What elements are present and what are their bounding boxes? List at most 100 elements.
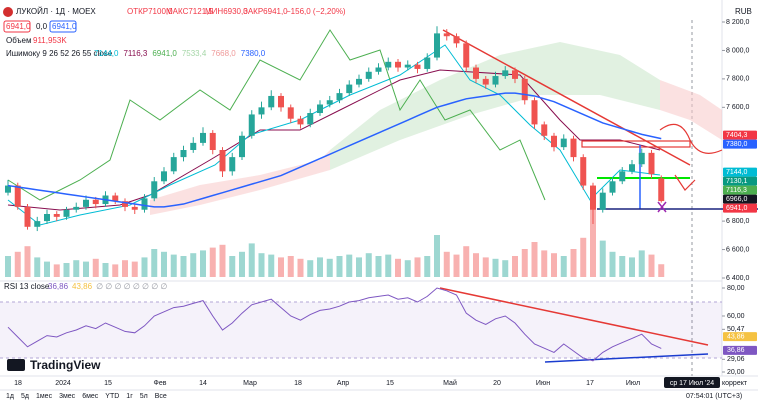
time-label: Июл (626, 380, 640, 387)
candle-body (161, 171, 167, 182)
candle-body (112, 195, 119, 202)
candle-body (63, 209, 70, 217)
candle-body (44, 214, 50, 222)
rsi-tick-label: 50,47 (727, 326, 745, 333)
volume-bar (122, 260, 128, 277)
candle-body (248, 114, 255, 136)
time-label: 18 (294, 380, 302, 387)
range-button[interactable]: 5д (21, 393, 29, 400)
candle-body (5, 185, 11, 193)
rsi-tick-label: 60,00 (727, 313, 745, 320)
ichimoku-value: 7668,0 (211, 49, 236, 58)
volume-bar (170, 254, 177, 277)
volume-bar (200, 250, 206, 277)
candle-body (629, 164, 635, 172)
volume-bar (599, 240, 606, 277)
volume-legend: Объем (6, 36, 32, 45)
ask[interactable]: 6941,0 (52, 22, 77, 31)
candle-body (551, 135, 557, 148)
volume-bar (619, 256, 626, 277)
range-button[interactable]: 6мес (82, 393, 99, 400)
time-label: Май (443, 379, 457, 387)
volume-bar (648, 254, 655, 277)
price-badge (723, 194, 757, 204)
ichimoku-value: 6941,0 (152, 49, 177, 58)
price-tick-label: 6 600,0 (726, 246, 749, 253)
volume-bar (287, 256, 294, 277)
candle-body (326, 100, 333, 105)
adjust[interactable]: коррект (722, 380, 748, 387)
candle-body (560, 138, 567, 148)
volume-bar (590, 193, 596, 277)
candle-body (453, 36, 460, 44)
ask-box[interactable] (49, 20, 77, 33)
volume-value: 911,953K (33, 36, 67, 45)
range-button[interactable]: 1г (126, 393, 133, 400)
symbol: ЛУКОЙЛ · 1Д · MOEX (16, 7, 96, 16)
resistance-box (581, 140, 691, 148)
rsi-line (7, 287, 662, 362)
ohlc-close: ЗАКР6941,0 (243, 7, 288, 16)
volume-bar (375, 256, 382, 277)
candle-body (590, 185, 596, 210)
candle-body (268, 95, 275, 108)
range-button[interactable]: Все (155, 393, 167, 400)
ohlc-open: ОТКР7100,0 (127, 7, 173, 16)
candle-body (307, 113, 314, 125)
candle-body (258, 107, 265, 115)
candle-body (580, 157, 587, 186)
candle-body (278, 95, 284, 108)
candle-body (73, 206, 80, 210)
currency[interactable]: RUB (735, 7, 752, 16)
rsi-tick-label: 20,00 (727, 369, 745, 376)
ichimoku-legend: Ишимоку 9 26 52 26 55 close (6, 49, 113, 58)
volume-bar (92, 258, 99, 277)
volume-bar (63, 263, 70, 277)
candle-body (434, 33, 440, 58)
candle-body (219, 150, 226, 172)
candle-body (297, 118, 304, 125)
candle-body (424, 57, 431, 69)
volume-bar (209, 247, 216, 277)
price-badge (723, 176, 757, 186)
time-label: Апр (337, 380, 349, 387)
range-button[interactable]: 1мес (36, 393, 53, 400)
candle-body (239, 135, 245, 158)
range-button[interactable]: YTD (105, 393, 119, 400)
volume-bar (482, 257, 489, 277)
marker (657, 201, 667, 213)
ma-line (7, 92, 662, 208)
volume-bar (609, 251, 616, 277)
bid[interactable]: 6941,0 (6, 22, 31, 31)
bid-box[interactable] (3, 20, 31, 33)
volume-bar (395, 258, 401, 277)
candle-body (336, 93, 343, 101)
volume-bar (658, 264, 665, 277)
candle-body (356, 78, 362, 85)
candle-body (375, 67, 382, 72)
volume-bar (414, 257, 421, 277)
candle-body (473, 67, 479, 79)
candle-body (463, 43, 470, 68)
volume-bar (258, 253, 265, 277)
candle-body (346, 84, 353, 94)
tenkan-line (7, 44, 661, 226)
price-tick-label: 6 400,0 (726, 275, 749, 282)
volume-bar (492, 258, 499, 277)
volume-bar (463, 246, 470, 277)
price-badge-label: 7404,3 (726, 132, 748, 139)
volume-bar (268, 254, 275, 277)
candle-body (141, 198, 148, 210)
candle-body (648, 152, 655, 175)
range-button[interactable]: 5л (140, 393, 148, 400)
candle-body (638, 152, 645, 165)
rsi-value: 36,86 (48, 282, 69, 291)
range-button[interactable]: 1д (6, 393, 14, 400)
time-label: 15 (104, 380, 112, 387)
range-button[interactable]: 3мес (59, 393, 76, 400)
time-label: 17 (586, 380, 594, 387)
volume-bar (638, 250, 645, 277)
rsi-legend: RSI 13 close (4, 282, 50, 291)
candle-body (443, 33, 450, 37)
